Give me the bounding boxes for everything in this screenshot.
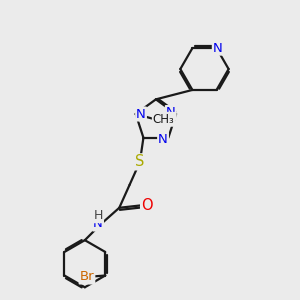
- Text: N: N: [166, 106, 175, 119]
- Text: N: N: [158, 133, 168, 146]
- Text: N: N: [213, 42, 223, 55]
- Text: S: S: [135, 154, 145, 169]
- Text: N: N: [93, 218, 103, 230]
- Text: CH₃: CH₃: [153, 113, 175, 126]
- Text: O: O: [141, 198, 153, 213]
- Text: H: H: [93, 209, 103, 222]
- Text: N: N: [136, 107, 146, 121]
- Text: Br: Br: [80, 271, 94, 284]
